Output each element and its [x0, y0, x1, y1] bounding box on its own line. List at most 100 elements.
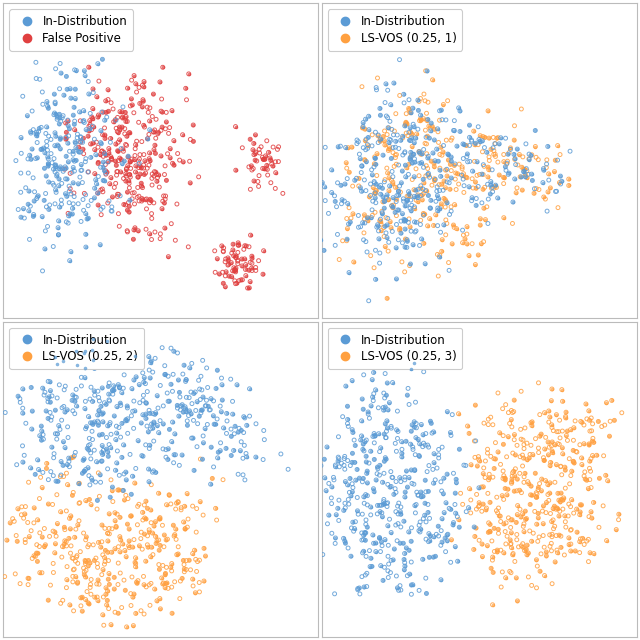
Point — [95, 138, 106, 148]
Point — [245, 276, 255, 287]
Point — [123, 161, 133, 171]
Point — [195, 384, 205, 394]
Point — [349, 175, 360, 186]
Point — [360, 535, 371, 545]
Point — [422, 131, 433, 141]
Point — [483, 218, 493, 228]
Point — [543, 187, 553, 197]
Point — [561, 412, 571, 422]
Point — [81, 242, 91, 252]
Point — [337, 195, 347, 205]
Point — [156, 106, 166, 116]
Point — [533, 483, 543, 493]
Point — [49, 154, 59, 164]
Point — [523, 169, 533, 179]
Point — [445, 557, 456, 568]
Point — [20, 509, 30, 519]
Point — [36, 144, 47, 154]
Point — [512, 183, 522, 193]
Point — [401, 172, 411, 182]
Point — [474, 170, 484, 180]
Point — [324, 510, 334, 520]
Point — [435, 252, 445, 262]
Point — [404, 135, 415, 145]
Point — [351, 475, 361, 485]
Point — [358, 404, 369, 414]
Point — [96, 204, 106, 214]
Point — [55, 472, 65, 482]
Point — [586, 507, 596, 517]
Point — [384, 173, 394, 183]
Point — [35, 431, 45, 441]
Point — [111, 465, 121, 476]
Point — [410, 397, 420, 407]
Point — [377, 207, 387, 218]
Point — [556, 488, 566, 498]
Point — [108, 497, 118, 507]
Point — [397, 131, 408, 141]
Point — [93, 410, 103, 420]
Point — [51, 429, 61, 439]
Point — [55, 162, 65, 172]
Point — [60, 522, 70, 532]
Point — [118, 485, 128, 495]
Point — [68, 390, 78, 400]
Point — [515, 172, 525, 182]
Point — [395, 472, 405, 483]
Point — [589, 548, 599, 559]
Point — [138, 508, 148, 518]
Point — [511, 573, 522, 583]
Point — [127, 542, 138, 552]
Point — [445, 428, 456, 438]
Point — [82, 351, 92, 361]
Point — [268, 142, 278, 152]
Point — [142, 163, 152, 173]
Point — [500, 473, 510, 483]
Point — [394, 186, 404, 196]
Point — [392, 583, 403, 593]
Point — [583, 534, 593, 545]
Point — [102, 595, 113, 605]
Point — [96, 401, 106, 412]
Point — [564, 174, 574, 184]
Point — [50, 141, 60, 151]
Point — [61, 118, 71, 128]
Point — [402, 390, 412, 400]
Point — [372, 462, 383, 472]
Point — [144, 351, 154, 362]
Point — [378, 403, 388, 413]
Point — [183, 242, 193, 252]
Point — [96, 185, 106, 195]
Point — [62, 460, 72, 470]
Point — [339, 533, 349, 543]
Point — [103, 106, 113, 116]
Point — [424, 552, 435, 563]
Point — [387, 166, 397, 177]
Point — [582, 475, 592, 485]
Point — [98, 107, 108, 117]
Point — [44, 159, 54, 170]
Point — [203, 401, 213, 412]
Point — [141, 397, 151, 408]
Point — [344, 499, 354, 509]
Point — [414, 451, 424, 461]
Point — [74, 142, 84, 152]
Point — [451, 168, 461, 178]
Point — [547, 579, 557, 589]
Point — [82, 444, 92, 454]
Point — [216, 406, 227, 417]
Point — [118, 485, 129, 495]
Point — [602, 476, 612, 486]
Point — [118, 440, 129, 450]
Point — [428, 75, 438, 85]
Point — [411, 433, 421, 443]
Point — [191, 527, 202, 537]
Point — [113, 127, 124, 138]
Point — [89, 556, 99, 566]
Point — [105, 492, 115, 502]
Point — [447, 410, 458, 420]
Point — [575, 507, 586, 517]
Point — [538, 177, 548, 188]
Point — [113, 112, 123, 122]
Point — [225, 374, 236, 384]
